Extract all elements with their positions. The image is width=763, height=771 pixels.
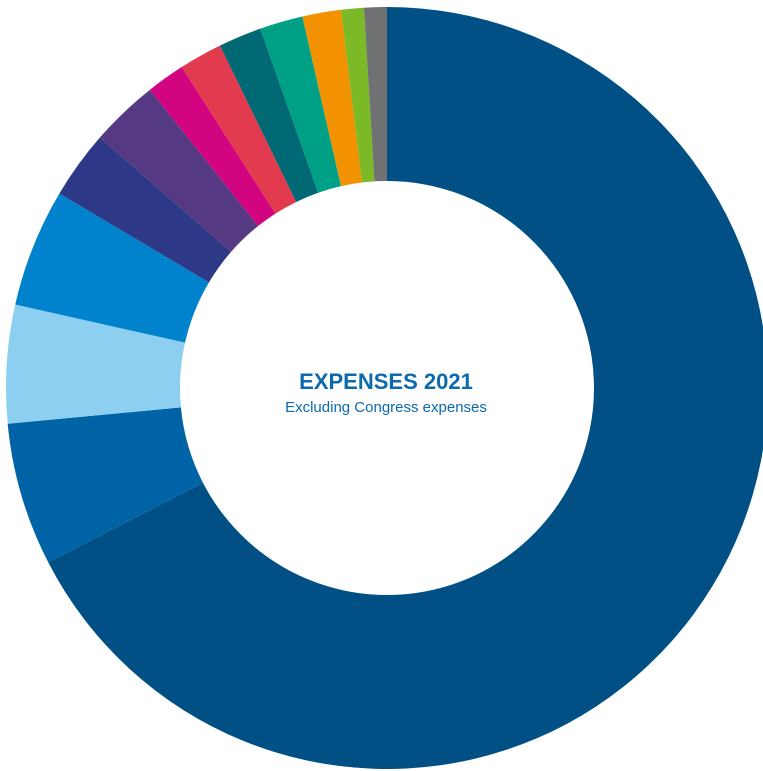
donut-slice-2	[7, 407, 203, 563]
chart-title: EXPENSES 2021	[299, 369, 473, 394]
donut-slices	[5, 7, 763, 769]
donut-center-label: EXPENSES 2021 Excluding Congress expense…	[285, 369, 487, 416]
chart-subtitle: Excluding Congress expenses	[285, 399, 487, 416]
donut-slice-1	[48, 7, 763, 769]
donut-slice-10	[260, 16, 342, 193]
donut-slice-6	[99, 89, 259, 252]
donut-slice-3	[5, 304, 186, 424]
donut-slice-13	[363, 7, 387, 182]
donut-slice-12	[340, 7, 375, 183]
donut-slice-11	[302, 9, 363, 187]
donut-slice-8	[181, 45, 297, 214]
donut-slice-4	[15, 193, 209, 343]
donut-slice-5	[59, 137, 232, 283]
donut-slice-9	[219, 28, 319, 202]
donut-slice-7	[149, 67, 276, 226]
